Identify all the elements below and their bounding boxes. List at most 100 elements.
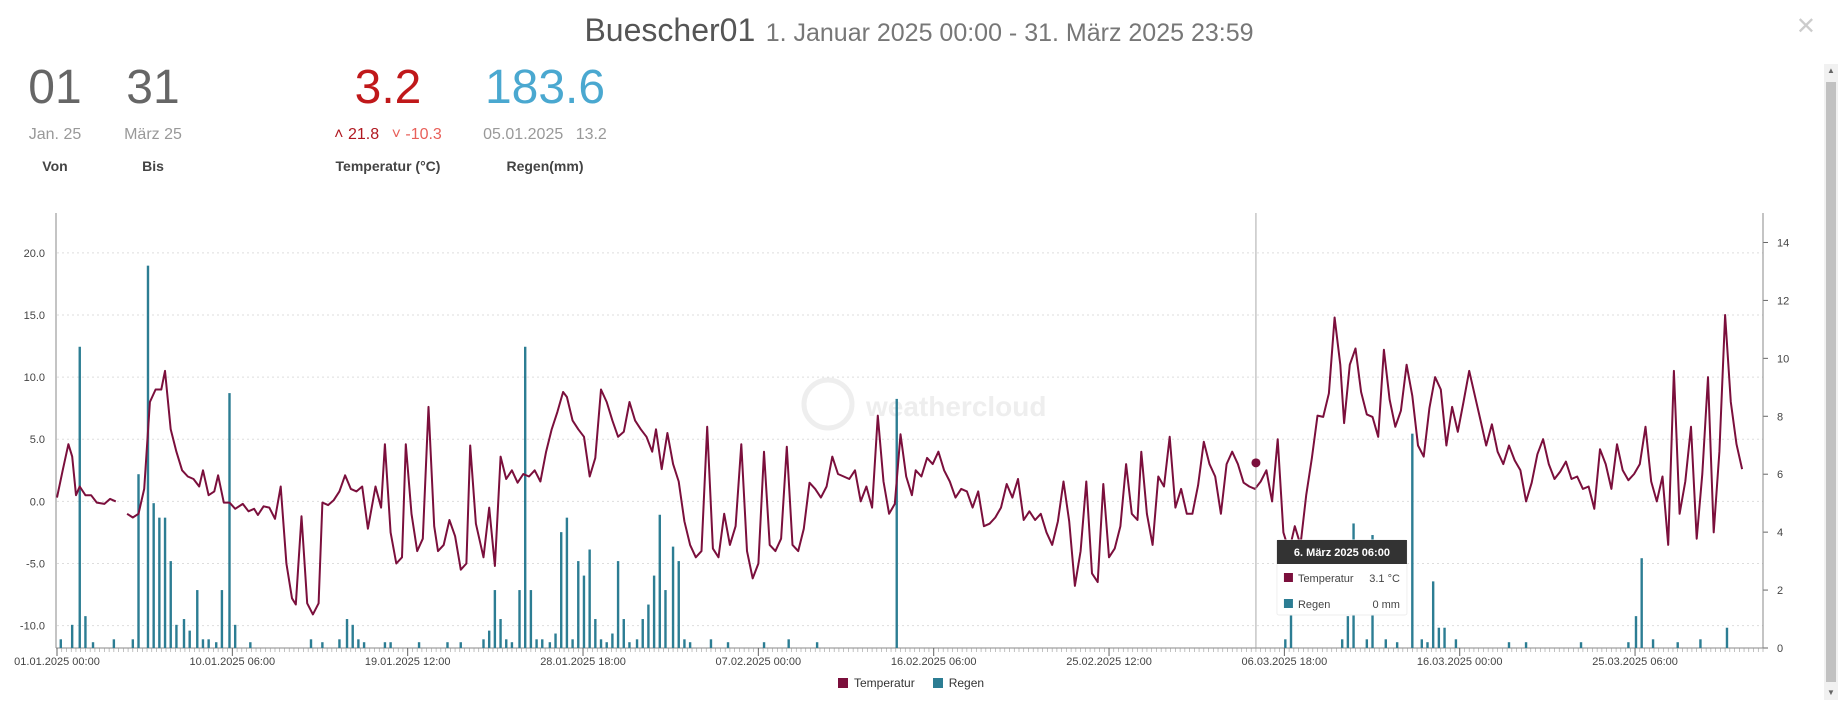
stat-to: 31 März 25 Bis xyxy=(118,61,188,175)
y-left-tick-label: 0.0 xyxy=(30,496,45,508)
from-label: Von xyxy=(42,158,68,174)
legend-item-temperature[interactable]: Temperatur xyxy=(838,676,915,690)
rain-bar xyxy=(338,639,341,648)
scroll-down-icon[interactable]: ▼ xyxy=(1827,688,1835,697)
rain-bar xyxy=(1340,639,1344,648)
rain-bar xyxy=(78,346,81,648)
rain-bar xyxy=(112,639,116,648)
rain-bar xyxy=(309,639,313,648)
watermark: weathercloud xyxy=(865,391,1046,422)
rain-label: Regen(mm) xyxy=(506,158,584,174)
y-left-tick-label: -10.0 xyxy=(20,621,45,633)
rain-bar xyxy=(605,642,608,648)
x-tick-label: 01.01.2025 00:00 xyxy=(14,656,100,668)
rain-bar xyxy=(726,642,730,648)
rain-value: 183.6 xyxy=(484,61,606,114)
rain-bar xyxy=(641,619,644,648)
y-right-tick-label: 0 xyxy=(1777,643,1783,655)
rain-bar xyxy=(146,265,150,648)
rain-bar xyxy=(220,590,224,648)
rain-bar xyxy=(70,624,74,648)
rain-bar xyxy=(1627,642,1630,648)
rain-bar xyxy=(554,633,557,648)
rain-bar xyxy=(622,619,625,648)
tooltip-swatch xyxy=(1283,573,1293,582)
watermark-icon xyxy=(801,377,855,431)
x-tick-label: 25.02.2025 12:00 xyxy=(1066,656,1152,668)
rain-bar xyxy=(493,590,497,648)
x-tick-label: 16.02.2025 06:00 xyxy=(891,656,977,668)
rain-bar xyxy=(357,639,360,648)
date-range: 1. Januar 2025 00:00 - 31. März 2025 23:… xyxy=(765,19,1254,47)
rain-bar xyxy=(647,604,650,648)
stat-temperature: 3.2 ˄ 21.8 ˅ -10.3 Temperatur (°C) xyxy=(318,62,458,175)
rain-bar xyxy=(1443,627,1446,648)
stat-from: 01 Jan. 25 Von xyxy=(20,62,90,175)
hover-point xyxy=(1251,458,1261,468)
rain-bar xyxy=(658,514,661,648)
close-icon[interactable]: ✕ xyxy=(1795,13,1816,40)
rain-bar xyxy=(152,503,155,648)
rain-bar xyxy=(594,619,597,648)
temperature-min: -10.3 xyxy=(405,126,442,143)
rain-bar xyxy=(529,590,533,648)
y-right-tick-label: 2 xyxy=(1777,585,1783,597)
rain-bar xyxy=(1524,642,1528,648)
rain-bar xyxy=(163,517,167,648)
x-tick-label: 16.03.2025 00:00 xyxy=(1417,656,1503,668)
legend-item-rain[interactable]: Regen xyxy=(932,676,984,690)
rain-bar xyxy=(664,590,667,648)
stat-rain: 183.6 05.01.2025 13.2 Regen(mm) xyxy=(475,61,615,175)
to-label: Bis xyxy=(142,158,164,174)
scroll-up-icon[interactable]: ▲ xyxy=(1827,66,1835,75)
y-right-tick-label: 4 xyxy=(1777,527,1783,539)
scrollbar[interactable]: ▲ ▼ xyxy=(1824,64,1838,700)
rain-bar xyxy=(175,624,178,648)
station-name: Buescher01 xyxy=(584,12,756,48)
y-right-tick-label: 10 xyxy=(1777,353,1789,365)
temperature-label: Temperatur (°C) xyxy=(335,158,441,174)
y-right-tick-label: 8 xyxy=(1777,411,1783,423)
rain-bar xyxy=(548,642,552,648)
rain-bar xyxy=(196,590,199,648)
to-value: 31 xyxy=(126,61,180,114)
rain-bar xyxy=(1676,642,1679,648)
rain-bar xyxy=(505,639,508,648)
rain-bar xyxy=(459,642,462,648)
rain-bar xyxy=(815,642,819,648)
rain-bar xyxy=(599,639,603,648)
y-left-tick-label: 10.0 xyxy=(24,372,45,384)
rain-bar xyxy=(1395,642,1399,648)
rain-bar xyxy=(169,561,172,648)
rain-bar xyxy=(1346,616,1350,648)
rain-bar xyxy=(677,561,680,648)
scrollbar-thumb[interactable] xyxy=(1826,82,1836,682)
y-right-tick-label: 14 xyxy=(1777,237,1789,249)
rain-bar xyxy=(1507,642,1511,648)
chevron-down-icon: ˅ xyxy=(391,126,401,143)
rain-bar xyxy=(351,624,354,648)
x-tick-label: 19.01.2025 12:00 xyxy=(365,656,451,668)
rain-bar xyxy=(1384,639,1387,648)
rain-bar xyxy=(560,532,563,648)
rain-bar xyxy=(1431,581,1435,648)
y-left-tick-label: 20.0 xyxy=(24,248,45,260)
tooltip-swatch xyxy=(1283,599,1293,608)
rain-bar xyxy=(635,639,639,648)
rain-bar xyxy=(577,561,580,648)
rain-bar xyxy=(1651,639,1655,648)
rain-bar xyxy=(1284,639,1287,648)
rain-bar xyxy=(91,642,95,648)
chevron-up-icon: ˄ xyxy=(334,126,344,143)
rain-bar xyxy=(1699,639,1702,648)
rain-bar xyxy=(417,642,421,648)
rain-bar xyxy=(1454,639,1458,648)
rain-bar xyxy=(565,517,569,648)
rain-bar xyxy=(671,546,675,648)
rain-bar xyxy=(518,590,521,648)
rain-bar xyxy=(628,642,631,648)
rain-bar xyxy=(571,639,574,648)
page-title: Buescher01 1. Januar 2025 00:00 - 31. Mä… xyxy=(0,12,1838,49)
x-tick-label: 07.02.2025 00:00 xyxy=(716,656,802,668)
